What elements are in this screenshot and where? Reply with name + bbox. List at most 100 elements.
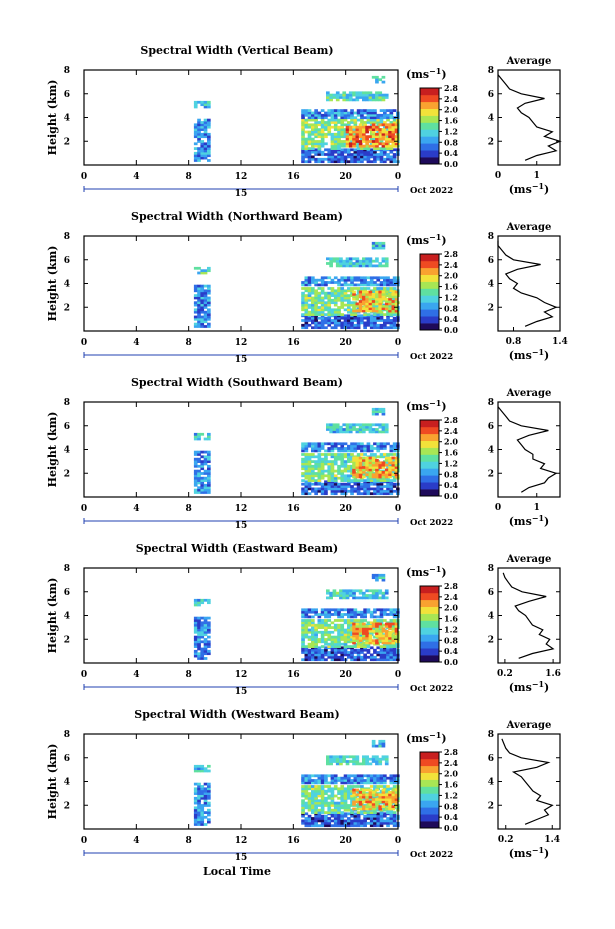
heatmap-cell xyxy=(360,314,364,318)
heatmap-cell xyxy=(330,789,335,793)
heatmap-cell xyxy=(347,613,351,616)
heatmap-cell xyxy=(384,144,389,148)
heatmap-cell xyxy=(317,801,322,805)
heatmap-cell xyxy=(379,118,384,122)
heatmap-cell xyxy=(343,487,348,491)
heatmap-cell xyxy=(197,469,201,473)
heatmap-cell xyxy=(324,811,328,814)
colorbar-tick-label: 0.8 xyxy=(444,801,458,811)
heatmap-cell xyxy=(383,287,387,290)
heatmap-cell xyxy=(362,300,366,303)
heatmap-cell xyxy=(200,123,205,127)
heatmap-cell xyxy=(350,474,354,478)
heatmap-cell xyxy=(376,287,381,290)
heatmap-cell xyxy=(337,658,341,662)
heatmap-cell xyxy=(362,125,366,129)
colorbar-tick-label: 2.8 xyxy=(444,747,458,757)
heatmap-cell xyxy=(324,480,328,484)
average-title: Average xyxy=(506,388,552,399)
heatmap-cell xyxy=(320,116,325,120)
heatmap-cell xyxy=(327,781,332,785)
heatmap-cell xyxy=(353,155,358,159)
colorbar-tick-label: 0.0 xyxy=(444,159,458,169)
heatmap-cell xyxy=(347,808,351,812)
heatmap-cell xyxy=(347,123,351,127)
heatmap-cell xyxy=(392,109,397,112)
heatmap-cell xyxy=(333,776,338,780)
heatmap-cell xyxy=(337,142,341,146)
heatmap-cell xyxy=(314,321,318,325)
heatmap-cell xyxy=(389,287,394,290)
heatmap-cell xyxy=(360,642,364,646)
heatmap-cell xyxy=(197,621,201,625)
heatmap-cell xyxy=(311,130,315,134)
heatmap-cell xyxy=(375,800,379,804)
heatmap-cell xyxy=(384,259,389,263)
heatmap-cell xyxy=(304,283,309,287)
heatmap-cell xyxy=(368,629,373,633)
heatmap-cell xyxy=(301,447,305,450)
average-x-label: (ms−1) xyxy=(509,679,550,694)
heatmap-cell xyxy=(343,319,348,322)
heatmap-cell xyxy=(347,626,351,629)
heatmap-cell xyxy=(307,821,312,825)
average-title: Average xyxy=(506,720,552,731)
heatmap-cell xyxy=(392,655,397,659)
heatmap-cell xyxy=(340,144,345,148)
day-label: 15 xyxy=(235,687,248,697)
heatmap-cell xyxy=(333,276,338,280)
heatmap-cell xyxy=(197,128,201,131)
heatmap-cell xyxy=(366,817,371,820)
heatmap-cell xyxy=(207,317,211,321)
heatmap-cell xyxy=(353,655,358,659)
heatmap-cell xyxy=(345,125,350,129)
heatmap-cell xyxy=(375,293,379,296)
heatmap-cell xyxy=(388,300,392,303)
heatmap-cell xyxy=(320,447,325,450)
heatmap-cell xyxy=(369,776,374,780)
heatmap-cell xyxy=(311,310,315,314)
heatmap-cell xyxy=(358,302,363,306)
heatmap-cell xyxy=(203,491,208,494)
heatmap-cell xyxy=(353,123,358,127)
heatmap-cell xyxy=(193,815,198,819)
heatmap-cell xyxy=(353,444,358,448)
y-axis-label: Height (km) xyxy=(46,412,59,488)
x-tick-label: 0 xyxy=(81,504,87,514)
heatmap-cell xyxy=(327,787,332,791)
heatmap-cell xyxy=(356,489,361,493)
colorbar-swatch xyxy=(420,143,439,151)
heatmap-cell xyxy=(363,283,367,287)
heatmap-cell xyxy=(355,475,360,479)
heatmap-cell xyxy=(207,298,211,302)
heatmap-cell xyxy=(350,489,354,493)
heatmap-cell xyxy=(375,475,379,479)
heatmap-cell xyxy=(332,591,337,595)
heatmap-cell xyxy=(389,157,394,161)
heatmap-cell xyxy=(200,813,205,817)
heatmap-cell xyxy=(200,132,205,136)
average-x-label-close: ) xyxy=(544,681,549,694)
heatmap-cell xyxy=(333,281,338,284)
heatmap-cell xyxy=(207,453,211,456)
heatmap-cell xyxy=(333,487,338,491)
heatmap-cell xyxy=(389,613,394,616)
heatmap-cell xyxy=(203,149,208,153)
heatmap-cell xyxy=(379,492,384,496)
heatmap-cell xyxy=(379,485,384,488)
heatmap-cell xyxy=(376,653,381,657)
heatmap-cell xyxy=(340,447,345,450)
heatmap-cell xyxy=(317,283,322,287)
heatmap-cell xyxy=(340,306,345,309)
heatmap-cell xyxy=(347,824,351,828)
heatmap-cell xyxy=(365,636,369,640)
heatmap-cell xyxy=(392,482,397,486)
heatmap-cell xyxy=(324,658,328,662)
heatmap-cell xyxy=(324,276,328,280)
heatmap-cell xyxy=(320,276,325,280)
heatmap-cell xyxy=(317,638,322,641)
heatmap-cell xyxy=(343,449,348,453)
heatmap-cell xyxy=(362,636,366,640)
heatmap-cell xyxy=(332,430,337,434)
heatmap-cell xyxy=(358,123,363,127)
